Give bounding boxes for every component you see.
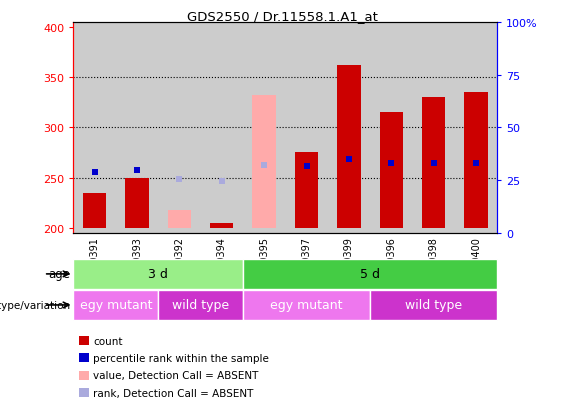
Bar xyxy=(370,23,412,233)
Bar xyxy=(243,290,370,320)
Bar xyxy=(285,23,328,233)
Text: GDS2550 / Dr.11558.1.A1_at: GDS2550 / Dr.11558.1.A1_at xyxy=(187,10,378,23)
Bar xyxy=(158,290,243,320)
Bar xyxy=(422,98,445,228)
Text: wild type: wild type xyxy=(405,299,462,312)
Text: value, Detection Call = ABSENT: value, Detection Call = ABSENT xyxy=(93,370,259,380)
Bar xyxy=(243,23,285,233)
Bar xyxy=(201,23,243,233)
Bar xyxy=(243,259,497,289)
Bar xyxy=(412,23,455,233)
Bar xyxy=(73,259,243,289)
Text: genotype/variation: genotype/variation xyxy=(0,300,71,310)
Bar xyxy=(116,23,158,233)
Text: 5 d: 5 d xyxy=(360,268,380,281)
Bar xyxy=(168,210,191,228)
Text: percentile rank within the sample: percentile rank within the sample xyxy=(93,353,269,363)
Text: age: age xyxy=(49,268,71,281)
Bar xyxy=(295,153,318,228)
Bar xyxy=(73,290,158,320)
Text: wild type: wild type xyxy=(172,299,229,312)
Text: count: count xyxy=(93,336,123,346)
Bar xyxy=(464,93,488,228)
Bar xyxy=(370,290,497,320)
Text: egy mutant: egy mutant xyxy=(80,299,152,312)
Bar xyxy=(158,23,201,233)
Bar xyxy=(210,223,233,228)
Bar xyxy=(337,66,360,228)
Text: egy mutant: egy mutant xyxy=(270,299,343,312)
Bar xyxy=(125,178,149,228)
Bar xyxy=(328,23,370,233)
Bar xyxy=(253,96,276,228)
Text: 3 d: 3 d xyxy=(148,268,168,281)
Bar xyxy=(73,23,116,233)
Bar xyxy=(83,193,106,228)
Text: rank, Detection Call = ABSENT: rank, Detection Call = ABSENT xyxy=(93,388,254,398)
Bar xyxy=(455,23,497,233)
Bar xyxy=(380,113,403,228)
